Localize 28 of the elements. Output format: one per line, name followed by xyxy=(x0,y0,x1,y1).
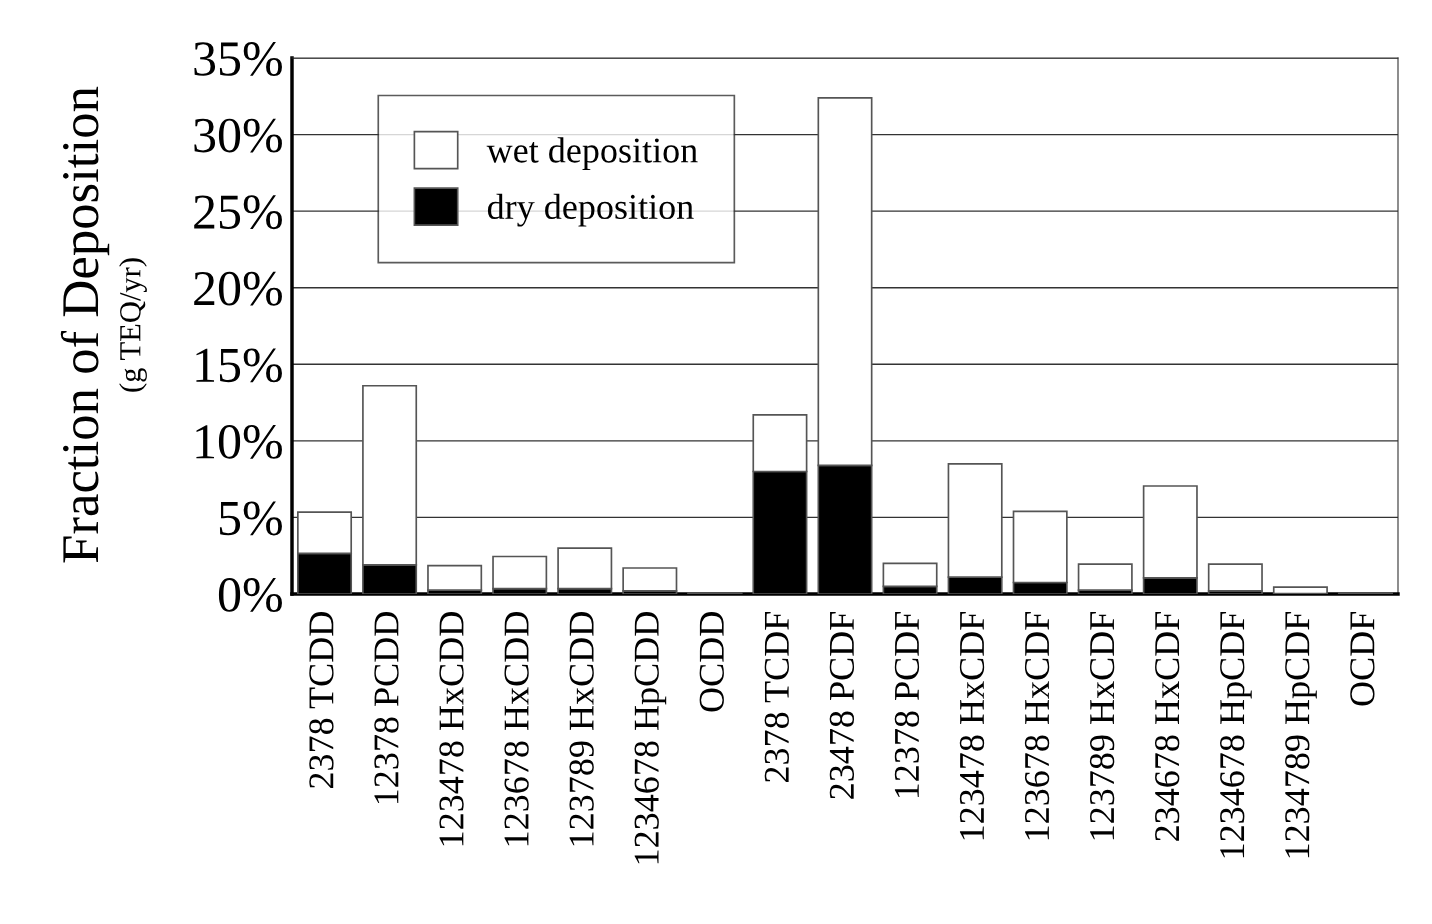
x-tick-label: 12378 PCDF xyxy=(894,611,920,798)
x-tick-label: 234678 HxCDF xyxy=(1154,611,1180,841)
y-tick-label: 30% xyxy=(194,118,282,153)
x-tick-label: OCDF xyxy=(1350,611,1375,706)
x-tick-label: 1234678 HpCDD xyxy=(634,612,667,864)
x-tick-label: OCDD xyxy=(699,612,724,712)
x-tick-label: 1234789 HpCDF xyxy=(1285,611,1317,858)
legend-label: wet deposition xyxy=(486,137,698,171)
x-tick-label: 2378 TCDD xyxy=(309,612,334,788)
x-tick-label: 123478 HxCDD xyxy=(439,612,464,846)
y-tick-label: 15% xyxy=(196,348,282,383)
y-tick-label: 35% xyxy=(194,42,282,76)
x-tick-label: 123678 HxCDF xyxy=(1024,611,1050,840)
x-tick-label: 1234678 HpCDF xyxy=(1220,611,1252,858)
x-tick-label: 12378 PCDD xyxy=(374,612,399,804)
y-axis-title: Fraction of Deposition (g TEQ/yr) xyxy=(60,86,147,563)
y-tick-label: 20% xyxy=(194,271,282,306)
x-tick-label: 23478 PCDF xyxy=(829,611,855,799)
x-tick-label: 123678 HxCDD xyxy=(504,612,529,846)
x-tick-label: 123789 HxCDF xyxy=(1089,611,1115,840)
y-tick-label: 25% xyxy=(194,195,282,230)
x-tick-label: 123789 HxCDD xyxy=(569,612,594,846)
y-tick-label: 5% xyxy=(219,501,282,536)
y-tick-label: 10% xyxy=(196,424,282,459)
legend-label: dry deposition xyxy=(487,193,694,227)
y-tick-label: 0% xyxy=(218,578,282,612)
x-tick-label: 123478 HxCDF xyxy=(959,611,985,840)
x-tick-label: 2378 TCDF xyxy=(764,611,789,782)
